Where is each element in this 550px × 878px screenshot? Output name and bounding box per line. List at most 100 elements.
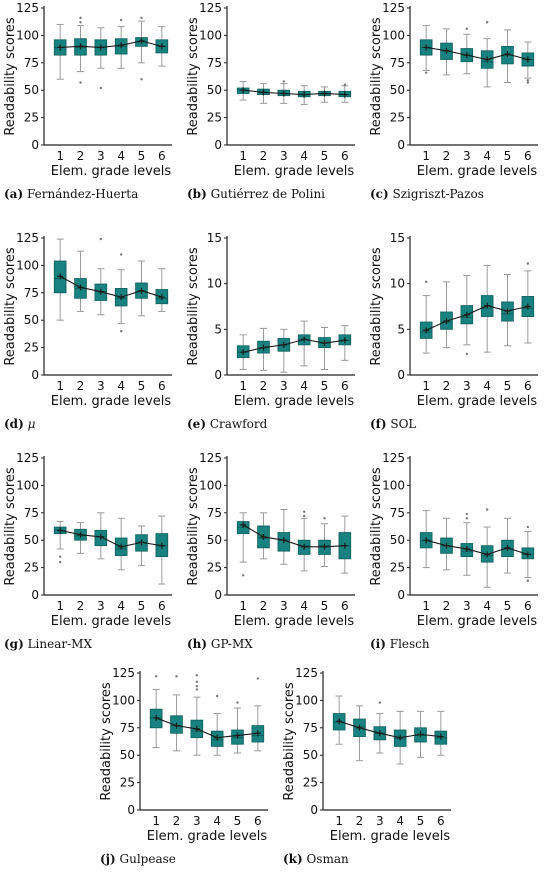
- mean-line: [59, 275, 163, 298]
- y-axis-label: Readability scores: [282, 682, 297, 801]
- panel-letter: (d): [4, 417, 24, 431]
- x-tick-label: 3: [376, 814, 384, 828]
- outlier-point: [58, 560, 62, 564]
- x-axis-label: Elem. grade levels: [417, 164, 538, 179]
- x-axis-label: Elem. grade levels: [330, 829, 451, 844]
- chart-svg: 0 25 50 75 100 125 Readability scores 1 2 3 4 5 6Ele…: [369, 1, 538, 179]
- outlier-point: [79, 21, 82, 24]
- outlier-point: [282, 80, 286, 83]
- x-tick-label: 5: [138, 599, 146, 613]
- x-axis-label: Elem. grade levels: [234, 614, 355, 629]
- x-tick-label: 4: [117, 149, 125, 163]
- y-tick-label: 125: [199, 451, 222, 465]
- mean-marker: [254, 730, 261, 737]
- mean-marker: [321, 340, 328, 347]
- outlier-point: [140, 16, 143, 20]
- panel-letter: (b): [187, 187, 207, 201]
- y-tick-label: 15: [390, 231, 405, 245]
- chart-svg: 0 25 50 75 100 125 Readability scores 1 2 3 4 5 6Ele…: [3, 1, 172, 179]
- y-tick-label: 0: [127, 803, 135, 817]
- x-tick-label: 5: [138, 149, 146, 163]
- mean-line: [60, 40, 162, 49]
- mean-line: [338, 720, 441, 739]
- mean-marker: [341, 542, 348, 549]
- x-tick-label: 6: [158, 599, 166, 613]
- mean-marker: [397, 734, 404, 741]
- outlier-point: [343, 83, 347, 86]
- x-tick-label: 5: [504, 149, 512, 163]
- x-tick-label: 6: [341, 599, 349, 613]
- mean-marker: [193, 725, 200, 732]
- y-tick-label: 125: [382, 451, 405, 465]
- y-tick-label: 25: [390, 561, 405, 575]
- mean-marker: [57, 527, 64, 534]
- panel-letter: (g): [4, 637, 24, 651]
- x-tick-label: 4: [483, 149, 491, 163]
- x-tick-label: 1: [422, 149, 430, 163]
- y-tick-label: 100: [382, 478, 405, 492]
- x-tick-label: 1: [239, 379, 247, 393]
- y-axis-label: Readability scores: [369, 17, 384, 136]
- y-tick-label: 10: [390, 277, 405, 291]
- mean-marker: [341, 91, 348, 98]
- y-tick-label: 25: [390, 111, 405, 125]
- y-axis-label: Readability scores: [3, 17, 18, 136]
- y-axis-label: Readability scores: [99, 682, 114, 801]
- chart-panel: 0 25 50 75 100 125 Readability scores 1 2 3 4 5 6 Ele…: [183, 0, 363, 213]
- mean-marker: [260, 89, 267, 96]
- y-tick-label: 100: [16, 478, 39, 492]
- x-tick-label: 5: [138, 379, 146, 393]
- panel-caption: (e) Crawford: [187, 417, 267, 431]
- x-tick-label: 5: [234, 814, 242, 828]
- y-tick-label: 75: [207, 506, 222, 520]
- x-tick-label: 5: [504, 599, 512, 613]
- mean-marker: [240, 87, 247, 94]
- outlier-point: [526, 525, 530, 529]
- y-axis-label: Readability scores: [3, 247, 18, 366]
- x-tick-label: 4: [300, 379, 308, 393]
- mean-marker: [118, 543, 125, 550]
- mean-line: [242, 524, 345, 548]
- y-tick-label: 100: [16, 28, 39, 42]
- x-axis-label: Elem. grade levels: [147, 829, 268, 844]
- x-tick-label: 6: [524, 149, 532, 163]
- panel-caption: (j) Gulpease: [100, 852, 176, 866]
- x-tick-label: 3: [280, 379, 288, 393]
- outlier-point: [485, 21, 489, 24]
- y-tick-label: 50: [24, 313, 39, 327]
- outlier-point: [256, 677, 260, 680]
- mean-line: [243, 89, 345, 96]
- panel-caption-text: μ: [27, 417, 36, 431]
- x-tick-label: 2: [443, 149, 451, 163]
- x-tick-label: 6: [524, 379, 532, 393]
- panel-caption: (a) Fernández-Huerta: [4, 187, 138, 201]
- outlier-point: [195, 680, 199, 683]
- outlier-point: [378, 701, 382, 704]
- outlier-point: [241, 574, 245, 577]
- x-tick-label: 3: [193, 814, 201, 828]
- y-tick-label: 100: [199, 28, 222, 42]
- mean-marker: [158, 542, 165, 549]
- panel-caption-text: Linear-MX: [27, 637, 92, 651]
- x-tick-label: 1: [152, 814, 160, 828]
- outlier-point: [465, 512, 469, 516]
- outlier-point: [175, 675, 178, 678]
- y-tick-label: 0: [397, 138, 405, 152]
- outlier-point: [195, 688, 199, 691]
- panel-caption-text: Szigriszt-Pazos: [392, 187, 484, 201]
- y-tick-label: 125: [16, 231, 39, 245]
- y-tick-label: 75: [120, 721, 135, 735]
- outlier-point: [79, 81, 82, 84]
- y-tick-label: 0: [310, 803, 318, 817]
- y-axis-label: Readability scores: [3, 467, 18, 586]
- y-axis-label: Readability scores: [186, 17, 201, 136]
- mean-marker: [484, 551, 491, 558]
- x-tick-label: 4: [300, 599, 308, 613]
- mean-marker: [173, 722, 180, 729]
- outlier-point: [485, 508, 489, 511]
- chart-svg: 0 25 50 75 100 125 Readability scores 1 2 3 4 5 6Ele…: [3, 451, 172, 629]
- chart-panel: 0 5 10 15 Readability scores 1 2 3 4 5 6 Elem. grad…: [366, 230, 546, 443]
- x-tick-label: 3: [97, 379, 105, 393]
